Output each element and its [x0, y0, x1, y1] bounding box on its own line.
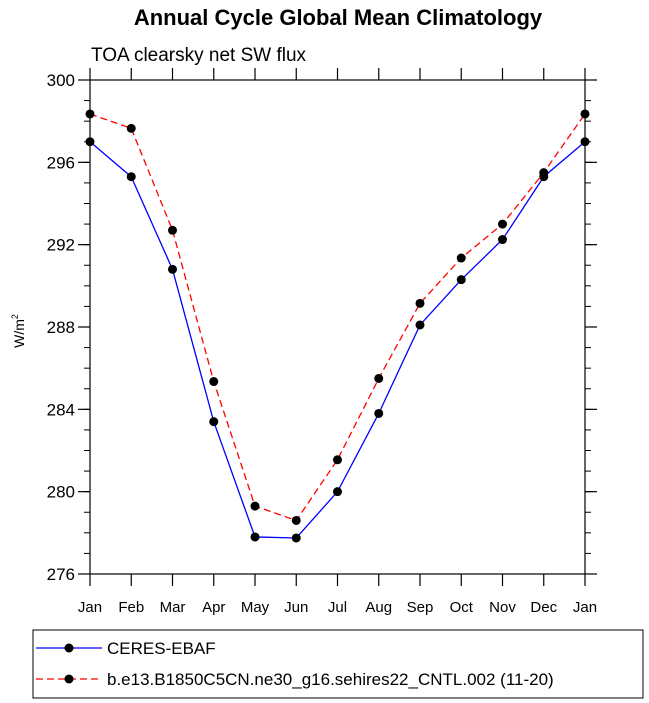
- y-axis-label-text: W/m: [11, 319, 27, 348]
- data-point-model: [250, 501, 260, 511]
- x-tick-label: Mar: [160, 599, 186, 616]
- data-point-ceres-ebaf: [85, 137, 95, 147]
- legend-frame: [32, 629, 644, 699]
- plot-frame: [89, 79, 586, 575]
- data-point-ceres-ebaf: [291, 533, 301, 543]
- x-tick-label: Apr: [202, 599, 225, 616]
- chart-subtitle: TOA clearsky net SW flux: [91, 45, 307, 66]
- data-point-model: [456, 253, 466, 263]
- y-tick-label: 300: [47, 71, 75, 90]
- x-tick-label: Jun: [284, 599, 308, 616]
- x-tick-label: Oct: [450, 599, 474, 616]
- data-point-ceres-ebaf: [415, 320, 425, 330]
- data-point-model: [539, 168, 549, 178]
- x-tick-label: Aug: [365, 599, 392, 616]
- axis-ticks: [78, 68, 597, 586]
- x-tick-label: Sep: [407, 599, 434, 616]
- data-point-model: [291, 515, 301, 525]
- data-point-ceres-ebaf: [498, 235, 507, 245]
- y-axis-label: W/m2: [10, 314, 27, 348]
- data-point-ceres-ebaf: [168, 264, 177, 274]
- data-point-model: [415, 298, 425, 308]
- x-tick-label: Jan: [573, 599, 597, 616]
- y-tick-label: 284: [47, 400, 75, 419]
- series-layer: [85, 109, 590, 543]
- legend-swatch-marker: [64, 674, 74, 684]
- legend-entry-label: CERES-EBAF: [107, 639, 216, 658]
- x-tick-label: Nov: [489, 599, 516, 616]
- x-tick-label: May: [241, 599, 270, 616]
- x-tick-labels: Jan Feb Mar Apr May Jun Jul Aug Sep Oct Nov Dec Jan: [78, 599, 597, 616]
- data-point-model: [580, 109, 590, 119]
- x-tick-label: Dec: [530, 599, 557, 616]
- data-point-ceres-ebaf: [250, 532, 260, 542]
- data-point-model: [209, 377, 219, 387]
- data-point-ceres-ebaf: [374, 408, 384, 418]
- data-point-ceres-ebaf: [209, 417, 219, 427]
- data-point-model: [126, 123, 136, 133]
- y-axis-label-superscript: 2: [10, 314, 20, 319]
- chart-title: Annual Cycle Global Mean Climatology: [134, 5, 543, 30]
- data-point-model: [333, 455, 342, 465]
- data-point-ceres-ebaf: [456, 275, 466, 285]
- data-point-model: [85, 109, 95, 119]
- legend-swatch-marker: [64, 643, 74, 653]
- series-line-ceres-ebaf: [89, 141, 586, 539]
- legend: CERES-EBAF b.e13.B1850C5CN.ne30_g16.sehir…: [32, 629, 644, 699]
- y-tick-label: 288: [47, 318, 75, 337]
- data-point-ceres-ebaf: [580, 137, 590, 147]
- data-point-ceres-ebaf: [126, 172, 136, 182]
- data-point-model: [168, 225, 177, 235]
- y-tick-label: 292: [47, 236, 75, 255]
- x-tick-label: Jul: [328, 599, 347, 616]
- data-point-ceres-ebaf: [333, 487, 342, 497]
- y-tick-label: 280: [47, 483, 75, 502]
- legend-entry-label: b.e13.B1850C5CN.ne30_g16.sehires22_CNTL.…: [107, 670, 554, 689]
- y-tick-label: 296: [47, 153, 75, 172]
- data-point-model: [374, 373, 384, 383]
- x-tick-label: Feb: [118, 599, 144, 616]
- data-point-model: [498, 219, 507, 229]
- x-tick-label: Jan: [78, 599, 102, 616]
- y-tick-label: 276: [47, 565, 75, 584]
- y-tick-labels: 276 280 284 288 292 296 300: [47, 71, 75, 584]
